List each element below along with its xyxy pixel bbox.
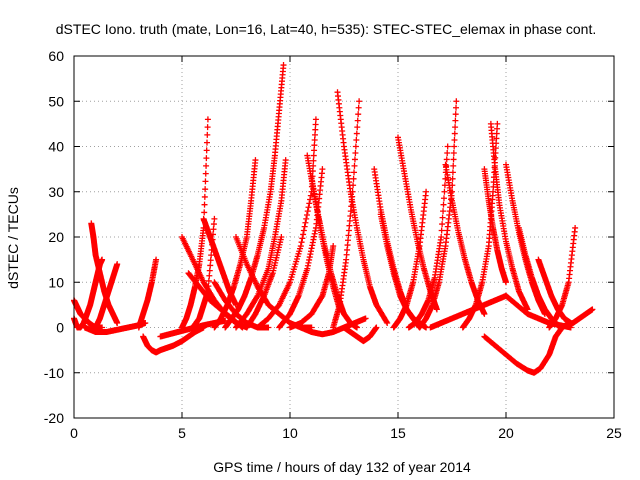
series-markers: [179, 116, 211, 331]
x-tick-label: 0: [70, 425, 78, 441]
series-markers: [481, 324, 566, 376]
x-tick-label: 5: [178, 425, 186, 441]
series-markers: [334, 89, 391, 326]
series-markers: [503, 161, 548, 317]
series-14: [222, 62, 287, 331]
x-tick-label: 25: [606, 425, 622, 441]
y-tick-label: 10: [48, 274, 64, 290]
series-45: [503, 292, 574, 331]
series-markers: [135, 256, 160, 331]
series-5: [135, 256, 160, 331]
x-tick-labels: 0 5 10 15 20 25: [70, 425, 622, 441]
data-points: [71, 62, 596, 376]
series-25: [334, 89, 391, 326]
series-32: [405, 143, 451, 331]
series-markers: [427, 292, 509, 331]
series-markers: [405, 143, 451, 331]
series-markers: [487, 120, 531, 313]
series-markers: [211, 157, 259, 331]
series-33: [416, 98, 460, 331]
x-tick-label: 15: [390, 425, 406, 441]
x-tick-label: 20: [498, 425, 514, 441]
series-39: [503, 161, 548, 317]
series-markers: [276, 166, 326, 331]
series-6: [140, 324, 207, 356]
series-27: [341, 324, 380, 345]
y-tick-label: 0: [56, 320, 64, 336]
grid-lines: [74, 56, 614, 418]
y-tick-label: 20: [48, 229, 64, 245]
y-tick-label: -20: [44, 410, 64, 426]
x-axis-label: GPS time / hours of day 132 of year 2014: [213, 459, 471, 475]
y-tick-labels: -20 -10 0 10 20 30 40 50 60: [44, 48, 64, 426]
series-markers: [222, 62, 287, 331]
y-tick-label: 40: [48, 139, 64, 155]
y-tick-label: -10: [44, 365, 64, 381]
series-37: [487, 120, 531, 313]
series-markers: [481, 166, 509, 286]
series-13: [211, 157, 259, 331]
y-tick-label: 50: [48, 93, 64, 109]
series-markers: [416, 98, 460, 331]
x-tick-label: 10: [282, 425, 298, 441]
chart-title: dSTEC Iono. truth (mate, Lon=16, Lat=40,…: [56, 21, 596, 37]
series-markers: [254, 116, 319, 331]
series-markers: [503, 292, 574, 331]
series-8: [179, 116, 211, 331]
series-markers: [140, 324, 207, 356]
series-markers: [92, 261, 121, 331]
series-26: [330, 98, 363, 331]
series-3: [92, 261, 121, 331]
y-tick-label: 30: [48, 184, 64, 200]
series-20: [276, 166, 326, 331]
series-markers: [330, 98, 363, 331]
series-38: [481, 166, 509, 286]
series-markers: [341, 324, 380, 345]
y-tick-label: 60: [48, 48, 64, 64]
series-19: [254, 116, 319, 331]
plot-frame: [73, 55, 615, 419]
series-markers: [200, 215, 239, 308]
series-41: [481, 324, 566, 376]
series-35: [427, 292, 509, 331]
series-10: [200, 215, 239, 308]
y-axis-label: dSTEC / TECUs: [5, 187, 21, 289]
